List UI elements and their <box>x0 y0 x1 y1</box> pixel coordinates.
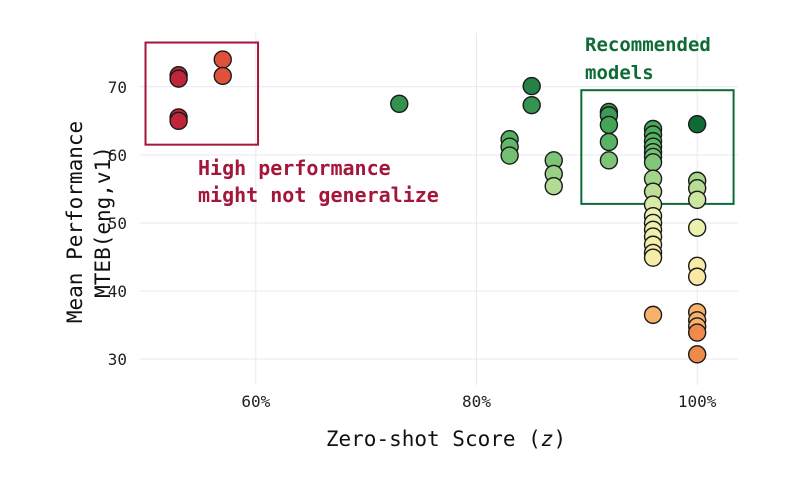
data-point <box>687 267 707 286</box>
high-performance-annotation-line1: High performance <box>198 156 391 180</box>
y-tick-label: 70 <box>108 78 127 97</box>
data-points <box>169 50 707 364</box>
x-tick-label: 80% <box>462 392 491 411</box>
data-point <box>390 94 409 114</box>
data-point <box>643 305 663 325</box>
data-point <box>687 190 707 210</box>
y-tick-label: 60 <box>108 146 127 165</box>
data-point <box>599 151 619 170</box>
data-point <box>544 176 563 196</box>
y-axis-label-line2: MTEB(eng,v1) <box>91 146 115 298</box>
y-tick-label: 30 <box>108 350 127 369</box>
data-point <box>599 115 619 135</box>
data-point <box>213 66 232 86</box>
x-tick-label: 60% <box>241 392 270 411</box>
high-performance-box <box>144 41 260 146</box>
data-point <box>213 50 232 69</box>
x-tick-labels: 60% 80% 100% <box>241 392 716 411</box>
data-point <box>169 69 188 88</box>
data-point <box>169 111 188 131</box>
x-axis-label: Zero-shot Score (z) <box>326 427 566 451</box>
data-point <box>687 323 707 342</box>
data-point <box>500 146 519 165</box>
y-axis-label-line1: Mean Performance <box>63 121 87 323</box>
recommended-annotation-line1: Recommended <box>585 34 711 56</box>
x-tick-label: 100% <box>678 392 717 411</box>
y-axis-label: Mean Performance MTEB(eng,v1) <box>63 121 115 323</box>
data-point <box>643 248 663 267</box>
data-point <box>687 345 707 364</box>
data-point <box>599 132 619 152</box>
y-tick-label: 50 <box>108 214 127 233</box>
data-point <box>643 153 663 172</box>
high-performance-annotation-line2: might not generalize <box>198 183 439 207</box>
data-point <box>522 76 541 96</box>
data-point <box>687 218 707 237</box>
recommended-annotation-line2: models <box>585 62 654 84</box>
y-tick-labels: 30 40 50 60 70 <box>108 78 127 369</box>
y-tick-label: 40 <box>108 282 127 301</box>
grid-lines <box>140 33 738 385</box>
data-point <box>522 95 541 115</box>
data-point <box>687 115 707 134</box>
